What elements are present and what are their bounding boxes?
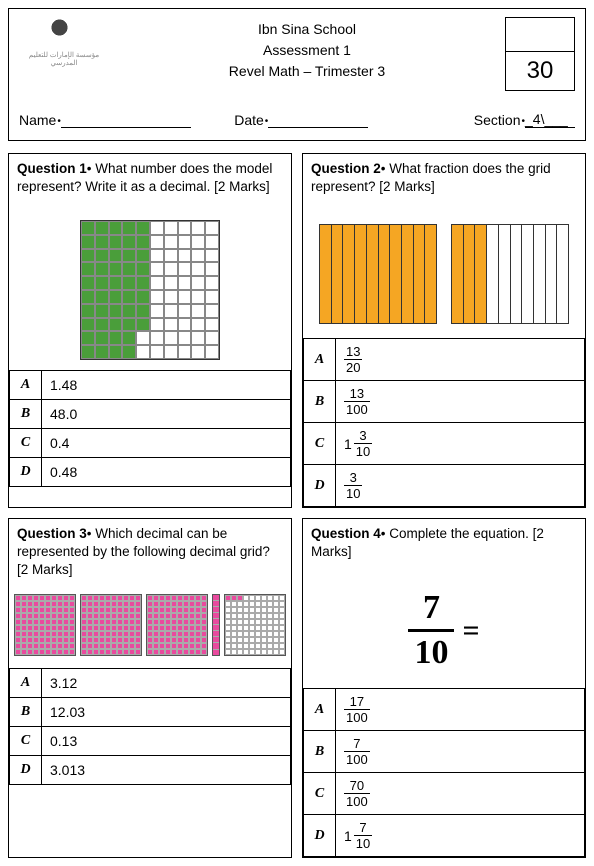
question-2: Question 2• What fraction does the grid …: [302, 153, 586, 508]
q2-d-label[interactable]: D: [304, 465, 336, 507]
school-name: Ibn Sina School: [119, 19, 495, 40]
worksheet-header: مؤسسة الإمارات للتعليم المدرسي Ibn Sina …: [8, 8, 586, 141]
big-denominator: 10: [408, 632, 454, 672]
q4-answers: A17100 B7100 C70100 D1710: [303, 688, 585, 857]
q2-text: Question 2• What fraction does the grid …: [303, 154, 585, 214]
header-top: مؤسسة الإمارات للتعليم المدرسي Ibn Sina …: [19, 17, 575, 97]
q3-a-label[interactable]: A: [10, 668, 42, 697]
hundred-block-partial: [224, 594, 286, 656]
q4-c[interactable]: 70100: [336, 773, 585, 815]
equals-sign: =: [462, 614, 479, 647]
tenth-strip: [212, 594, 220, 656]
q3-a[interactable]: 3.12: [42, 668, 291, 697]
q3-answers: A3.12 B12.03 C0.13 D3.013: [9, 668, 291, 785]
q3-c[interactable]: 0.13: [42, 726, 291, 755]
logo: مؤسسة الإمارات للتعليم المدرسي: [19, 17, 109, 67]
q2-model: [303, 214, 585, 338]
q4-b[interactable]: 7100: [336, 731, 585, 773]
q4-text: Question 4• Complete the equation. [2 Ma…: [303, 519, 585, 579]
hundred-block-1: [14, 594, 76, 656]
q3-b-label[interactable]: B: [10, 697, 42, 726]
section-value: _4\___: [525, 111, 575, 128]
assessment-name: Assessment 1: [119, 40, 495, 61]
q1-model: [9, 214, 291, 370]
tenth-bar-1: [319, 224, 437, 324]
big-numerator: 7: [408, 589, 454, 632]
score-blank: [506, 18, 574, 52]
big-fraction: 7 10: [408, 589, 454, 672]
q4-a[interactable]: 17100: [336, 689, 585, 731]
q1-c-label[interactable]: C: [10, 429, 42, 458]
q2-answers: A1320 B13100 C1310 D310: [303, 338, 585, 507]
question-4: Question 4• Complete the equation. [2 Ma…: [302, 518, 586, 858]
hundred-grid: [80, 220, 220, 360]
hundred-block-2: [80, 594, 142, 656]
q2-a[interactable]: 1320: [336, 339, 585, 381]
questions-grid: Question 1• What number does the model r…: [8, 153, 586, 858]
q1-text: Question 1• What number does the model r…: [9, 154, 291, 214]
title-block: Ibn Sina School Assessment 1 Revel Math …: [119, 17, 495, 82]
q3-d[interactable]: 3.013: [42, 755, 291, 784]
q3-b[interactable]: 12.03: [42, 697, 291, 726]
hundred-block-3: [146, 594, 208, 656]
q2-b[interactable]: 13100: [336, 381, 585, 423]
q4-a-label[interactable]: A: [304, 689, 336, 731]
q4-d-label[interactable]: D: [304, 815, 336, 857]
q3-d-label[interactable]: D: [10, 755, 42, 784]
score-box: 30: [505, 17, 575, 91]
q1-c[interactable]: 0.4: [42, 429, 291, 458]
q1-answers: A1.48 B48.0 C0.4 D0.48: [9, 370, 291, 487]
section-label: Section: [474, 112, 525, 128]
q3-c-label[interactable]: C: [10, 726, 42, 755]
q1-label: Question 1: [17, 161, 87, 176]
question-3: Question 3• Which decimal can be represe…: [8, 518, 292, 858]
q4-c-label[interactable]: C: [304, 773, 336, 815]
q1-a-label[interactable]: A: [10, 371, 42, 400]
q4-label: Question 4: [311, 526, 381, 541]
subject-name: Revel Math – Trimester 3: [119, 61, 495, 82]
q4-equation: 7 10 =: [303, 579, 585, 688]
header-fields: Name Date Section _4\___: [19, 111, 575, 132]
q1-d-label[interactable]: D: [10, 458, 42, 487]
name-label: Name: [19, 112, 61, 128]
q1-a[interactable]: 1.48: [42, 371, 291, 400]
name-line[interactable]: [61, 114, 191, 128]
date-line[interactable]: [268, 114, 368, 128]
total-marks: 30: [506, 52, 574, 90]
q2-d[interactable]: 310: [336, 465, 585, 507]
question-1: Question 1• What number does the model r…: [8, 153, 292, 508]
logo-subtext: مؤسسة الإمارات للتعليم المدرسي: [19, 51, 109, 67]
q2-c-label[interactable]: C: [304, 423, 336, 465]
q2-a-label[interactable]: A: [304, 339, 336, 381]
q4-b-label[interactable]: B: [304, 731, 336, 773]
q2-b-label[interactable]: B: [304, 381, 336, 423]
q2-label: Question 2: [311, 161, 381, 176]
q2-c[interactable]: 1310: [336, 423, 585, 465]
q4-d[interactable]: 1710: [336, 815, 585, 857]
q1-b[interactable]: 48.0: [42, 400, 291, 429]
q3-label: Question 3: [17, 526, 87, 541]
q1-d[interactable]: 0.48: [42, 458, 291, 487]
q3-text: Question 3• Which decimal can be represe…: [9, 519, 291, 584]
q1-b-label[interactable]: B: [10, 400, 42, 429]
tenth-bar-2: [451, 224, 569, 324]
logo-icon: [49, 17, 79, 47]
q3-model: [9, 584, 291, 668]
date-label: Date: [234, 112, 268, 128]
